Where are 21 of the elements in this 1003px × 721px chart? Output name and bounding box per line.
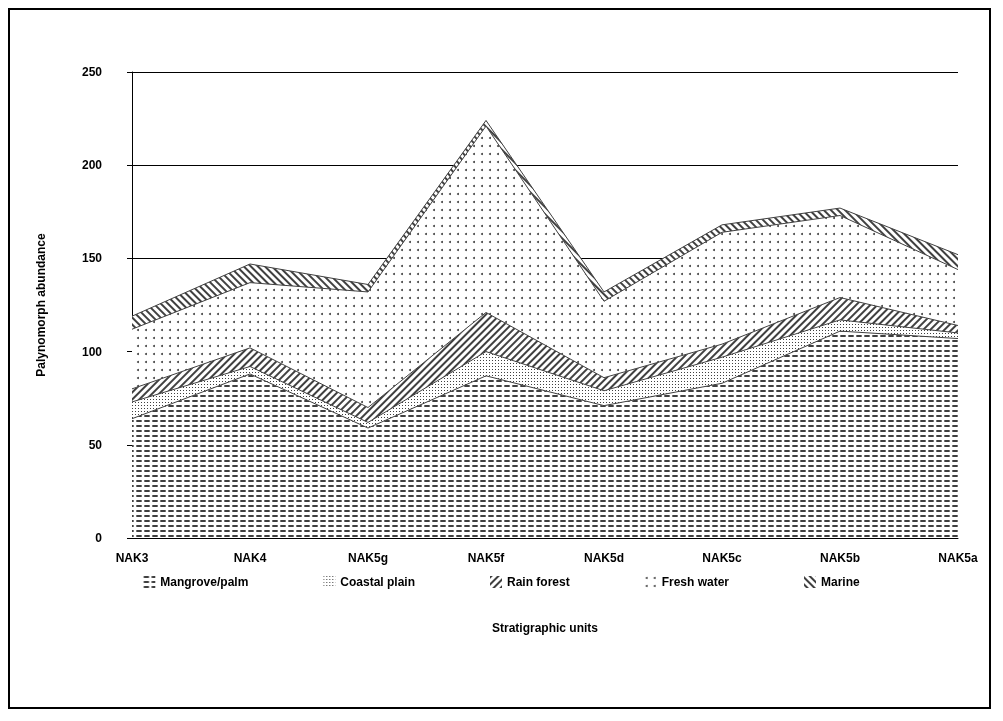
y-tick-label: 250 (81, 65, 103, 79)
x-tick-label: NAK4 (233, 551, 267, 565)
x-tick-label: NAK5b (819, 551, 861, 565)
x-tick-label: NAK5f (467, 551, 506, 565)
x-tick-label: NAK5d (583, 551, 625, 565)
x-axis-title: Stratigraphic units (491, 621, 599, 635)
legend-label: Marine (821, 575, 861, 589)
legend-label: Coastal plain (340, 575, 415, 589)
x-tick-label: NAK5a (938, 551, 978, 565)
x-tick-label: NAK5g (347, 551, 389, 565)
legend-label: Mangrove/palm (160, 575, 249, 589)
x-tick-label: NAK3 (115, 551, 149, 565)
y-tick-label: 150 (81, 251, 103, 266)
legend-label: Fresh water (661, 575, 730, 589)
y-tick-label: 0 (95, 531, 103, 545)
y-tick-label: 200 (81, 158, 103, 173)
y-tick-label: 50 (88, 437, 103, 452)
legend-label: Rain forest (506, 575, 570, 589)
y-tick-label: 100 (81, 344, 103, 359)
x-tick-label: NAK5c (702, 551, 742, 565)
y-axis-title: Palynomorph abundance (34, 233, 48, 377)
